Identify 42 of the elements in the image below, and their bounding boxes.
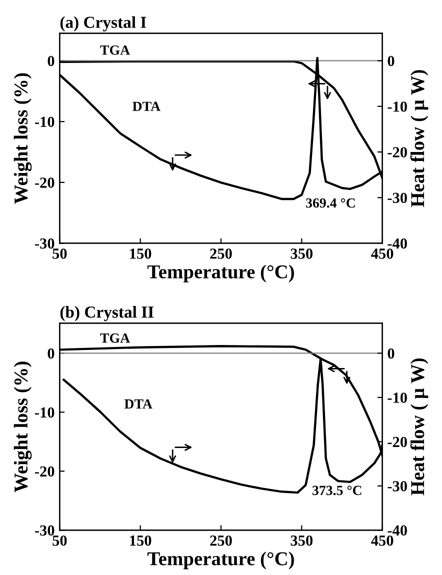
x-axis-title: Temperature (°C)	[147, 552, 294, 570]
x-tick-label: 50	[52, 535, 67, 546]
y2-tick-label: -20	[388, 147, 407, 158]
x-tick-label: 150	[130, 248, 152, 259]
series-label: DTA	[124, 399, 152, 409]
y-tick-label: -20	[35, 466, 54, 477]
y2-tick-label: -40	[388, 238, 407, 249]
series-label: TGA	[100, 333, 130, 343]
x-tick-label: 350	[290, 535, 313, 546]
annotation: 369.4 °C	[306, 198, 355, 208]
y2-tick-label: 0	[388, 348, 394, 359]
y-tick-label: -10	[35, 116, 54, 128]
annotation: 373.5 °C	[312, 486, 362, 496]
y-axis-title: Weight loss (%)	[14, 362, 32, 492]
y-tick-label: -10	[35, 407, 54, 418]
y2-tick-label: -10	[388, 392, 407, 403]
x-tick-label: 250	[210, 248, 232, 259]
y2-tick-label: 0	[388, 56, 394, 66]
y-tick-label: -30	[35, 238, 54, 249]
series-label: TGA	[100, 45, 130, 55]
x-tick-label: 450	[371, 248, 394, 259]
y2-tick-label: -30	[388, 192, 407, 204]
y-tick-label: -30	[35, 525, 54, 536]
y-tick-label: 0	[48, 56, 54, 66]
y2-tick-label: -20	[388, 436, 407, 448]
x-axis-title: Temperature (°C)	[147, 264, 294, 282]
chart-title: (a) Crystal I	[60, 16, 146, 32]
x-tick-label: 150	[130, 535, 152, 546]
x-tick-label: 450	[371, 535, 394, 546]
y2-tick-label: -30	[388, 481, 407, 492]
x-tick-label: 250	[210, 535, 232, 546]
y2-axis-title: Heat flow ( μ W)	[410, 358, 428, 496]
y-axis-title: Weight loss (%)	[14, 73, 32, 204]
y-tick-label: 0	[48, 348, 54, 359]
chart-title: (b) Crystal II	[60, 306, 154, 322]
y2-tick-label: -10	[388, 101, 407, 112]
x-tick-label: 50	[52, 248, 67, 259]
series-label: DTA	[132, 102, 160, 111]
y2-axis-title: Heat flow ( μ W)	[410, 70, 428, 208]
y-tick-label: -20	[35, 178, 54, 188]
x-tick-label: 350	[290, 248, 313, 259]
y2-tick-label: -40	[388, 525, 407, 536]
